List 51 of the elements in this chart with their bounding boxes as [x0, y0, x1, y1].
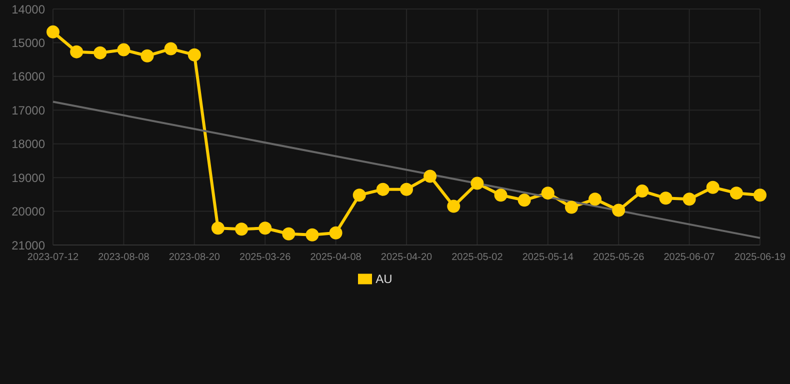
point: [470, 176, 484, 190]
x-tick-label: 2025-05-02: [452, 252, 504, 264]
x-tick-label: 2025-06-07: [664, 252, 716, 264]
x-tick-label: 2023-07-12: [27, 252, 80, 264]
point: [706, 180, 720, 194]
x-tick-label: 2025-04-20: [380, 252, 433, 264]
point: [211, 222, 224, 235]
point: [494, 188, 508, 202]
point: [352, 188, 366, 202]
point: [564, 200, 578, 214]
point: [447, 200, 460, 213]
point: [400, 182, 413, 196]
point: [541, 186, 554, 200]
point: [46, 25, 60, 38]
point: [612, 204, 626, 217]
point: [682, 192, 696, 206]
x-tick-label: 2025-05-14: [522, 252, 574, 264]
point: [258, 222, 272, 235]
point: [636, 184, 649, 198]
point: [754, 188, 766, 202]
y-tick-label: 16000: [12, 70, 46, 84]
point: [329, 226, 342, 240]
point: [164, 42, 178, 56]
y-tick-label: 15000: [12, 36, 46, 50]
x-tick-label: 2023-08-20: [168, 252, 220, 264]
point: [94, 46, 107, 60]
point: [70, 45, 84, 58]
point: [282, 227, 296, 240]
x-tick-label: 2025-06-19: [734, 252, 786, 264]
y-tick-label: 20000: [12, 204, 46, 219]
y-tick-label: 17000: [12, 103, 46, 118]
y-tick-label: 19000: [12, 170, 46, 185]
y-tick-label: 18000: [12, 137, 46, 152]
legend-label: AU: [376, 272, 392, 286]
point: [140, 49, 154, 62]
point: [588, 192, 602, 206]
point: [117, 43, 130, 56]
point: [518, 194, 531, 207]
point: [730, 186, 743, 200]
x-tick-label: 2025-05-26: [593, 252, 645, 264]
point: [306, 228, 319, 242]
y-tick-label: 14000: [12, 2, 46, 16]
x-tick-label: 2023-08-08: [98, 252, 150, 264]
point: [659, 192, 672, 205]
x-tick-label: 2025-04-08: [310, 252, 362, 264]
point: [424, 170, 437, 183]
x-tick-label: 2025-03-26: [240, 252, 292, 264]
point: [376, 182, 390, 196]
point: [188, 48, 201, 62]
point: [235, 222, 248, 236]
y-tick-label: 21000: [12, 238, 46, 252]
